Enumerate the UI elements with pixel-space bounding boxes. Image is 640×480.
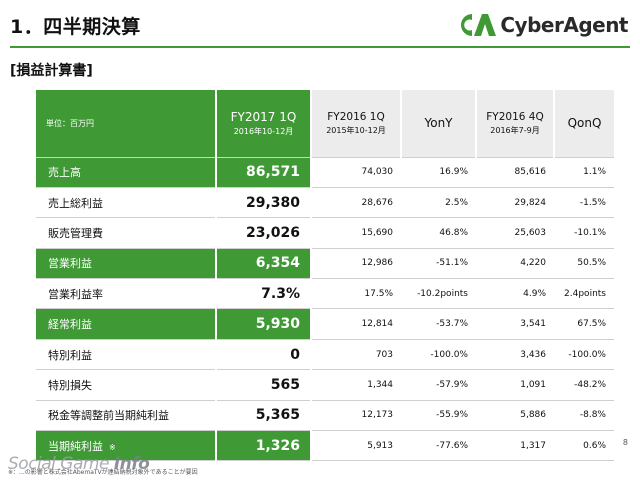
row-label: 特別利益: [36, 339, 216, 371]
value-yony: 2.5%: [401, 187, 476, 219]
value-fy2017-1q: 23,026: [215, 217, 312, 249]
table-row: 販売管理費 23,026 15,690 46.8% 25,603 -10.1%: [36, 217, 614, 249]
company-logo: CyberAgent: [452, 8, 628, 42]
value-qonq: -48.2%: [554, 369, 614, 401]
row-label: 特別損失: [36, 369, 216, 401]
value-fy2017-1q: 5,930: [215, 308, 312, 340]
value-q4: 25,603: [476, 217, 554, 249]
table-row: 売上総利益 29,380 28,676 2.5% 29,824 -1.5%: [36, 187, 614, 219]
cyberagent-logo-icon: [461, 14, 497, 36]
value-fy2017-1q: 0: [215, 339, 312, 371]
value-fy2017-1q: 86,571: [215, 157, 312, 188]
value-qonq: 50.5%: [554, 248, 614, 280]
value-yony: -53.7%: [401, 308, 476, 340]
value-yony: -55.9%: [401, 400, 476, 432]
value-prev: 703: [311, 339, 401, 371]
value-yony: -57.9%: [401, 369, 476, 401]
table-row: 経常利益 5,930 12,814 -53.7% 3,541 67.5%: [36, 308, 614, 340]
value-q4: 4,220: [476, 248, 554, 280]
table-row: 売上高 86,571 74,030 16.9% 85,616 1.1%: [36, 157, 614, 188]
value-yony: -51.1%: [401, 248, 476, 280]
value-fy2017-1q: 1,326: [215, 430, 312, 462]
table-row: 営業利益 6,354 12,986 -51.1% 4,220 50.5%: [36, 248, 614, 280]
row-label: 営業利益: [36, 248, 216, 280]
value-fy2017-1q: 6,354: [215, 248, 312, 280]
value-yony: -77.6%: [401, 430, 476, 462]
table-row: 当期純利益 ※ 1,326 5,913 -77.6% 1,317 0.6%: [36, 430, 614, 462]
column-header-qonq: QonQ: [553, 90, 614, 158]
value-prev: 5,913: [311, 430, 401, 462]
value-q4: 3,436: [476, 339, 554, 371]
table-row: 特別利益 0 703 -100.0% 3,436 -100.0%: [36, 339, 614, 371]
table-row: 税金等調整前当期純利益 5,365 12,173 -55.9% 5,886 -8.8%: [36, 400, 614, 432]
page-number: 8: [622, 438, 628, 447]
value-qonq: 67.5%: [554, 308, 614, 340]
watermark: Social Game Info: [8, 454, 150, 474]
value-yony: -100.0%: [401, 339, 476, 371]
row-label: 当期純利益 ※: [36, 430, 216, 462]
column-header-fy2016-4q: FY2016 4Q 2016年7-9月: [475, 90, 554, 158]
row-label: 販売管理費: [36, 217, 216, 249]
value-q4: 3,541: [476, 308, 554, 340]
title-divider: [10, 46, 630, 48]
value-prev: 28,676: [311, 187, 401, 219]
value-q4: 5,886: [476, 400, 554, 432]
row-label: 売上高: [36, 157, 216, 188]
column-header-yony: YonY: [400, 90, 476, 158]
value-fy2017-1q: 7.3%: [215, 278, 312, 310]
value-prev: 1,344: [311, 369, 401, 401]
value-qonq: 2.4points: [554, 278, 614, 310]
value-q4: 85,616: [476, 157, 554, 188]
value-prev: 12,173: [311, 400, 401, 432]
table-row: 営業利益率 7.3% 17.5% -10.2points 4.9% 2.4points: [36, 278, 614, 310]
table-header-row: 単位：百万円 FY2017 1Q 2016年10-12月 FY2016 1Q 2…: [36, 90, 614, 158]
column-header-fy2016-1q: FY2016 1Q 2015年10-12月: [310, 90, 401, 158]
value-yony: 46.8%: [401, 217, 476, 249]
value-q4: 29,824: [476, 187, 554, 219]
value-qonq: -100.0%: [554, 339, 614, 371]
value-prev: 12,986: [311, 248, 401, 280]
value-fy2017-1q: 5,365: [215, 400, 312, 432]
row-label: 経常利益: [36, 308, 216, 340]
column-header-fy2017-1q: FY2017 1Q 2016年10-12月: [215, 90, 311, 158]
value-yony: -10.2points: [401, 278, 476, 310]
value-prev: 12,814: [311, 308, 401, 340]
unit-label: 単位：百万円: [36, 90, 216, 158]
row-label: 売上総利益: [36, 187, 216, 219]
row-label: 税金等調整前当期純利益: [36, 400, 216, 432]
value-fy2017-1q: 565: [215, 369, 312, 401]
page-title: 1．四半期決算: [10, 16, 141, 38]
value-q4: 4.9%: [476, 278, 554, 310]
table-row: 特別損失 565 1,344 -57.9% 1,091 -48.2%: [36, 369, 614, 401]
row-label: 営業利益率: [36, 278, 216, 310]
value-prev: 15,690: [311, 217, 401, 249]
logo-wordmark: CyberAgent: [500, 13, 628, 37]
value-yony: 16.9%: [401, 157, 476, 188]
footnote: ※：...の影響と株式会社AbemaTVが連結納税対象外であることが要因: [8, 469, 198, 476]
value-qonq: -10.1%: [554, 217, 614, 249]
value-q4: 1,091: [476, 369, 554, 401]
value-qonq: 0.6%: [554, 430, 614, 462]
income-statement-table: 単位：百万円 FY2017 1Q 2016年10-12月 FY2016 1Q 2…: [36, 90, 614, 462]
value-qonq: -8.8%: [554, 400, 614, 432]
section-label: [損益計算書]: [10, 63, 93, 79]
value-qonq: -1.5%: [554, 187, 614, 219]
value-prev: 17.5%: [311, 278, 401, 310]
value-q4: 1,317: [476, 430, 554, 462]
value-qonq: 1.1%: [554, 157, 614, 188]
value-fy2017-1q: 29,380: [215, 187, 312, 219]
value-prev: 74,030: [311, 157, 401, 188]
note-mark: ※: [109, 442, 116, 452]
